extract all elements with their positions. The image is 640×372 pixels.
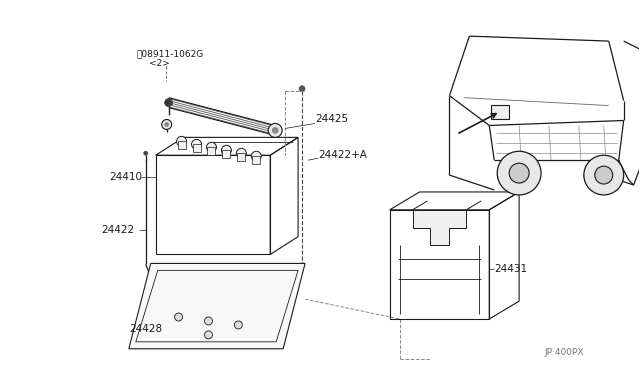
Circle shape [497,151,541,195]
Circle shape [252,151,261,161]
Circle shape [144,151,148,155]
Bar [492,105,509,119]
Bar [223,150,230,158]
Bar [237,153,245,161]
Bar [252,156,260,164]
Circle shape [584,155,623,195]
Text: 24410: 24410 [109,172,142,182]
Circle shape [272,128,278,134]
Bar [178,141,186,149]
Text: JP·400PX: JP·400PX [544,348,584,357]
Circle shape [221,145,232,155]
Text: 24428: 24428 [129,324,162,334]
Text: 24431: 24431 [494,264,527,275]
Circle shape [164,99,173,107]
Circle shape [595,166,612,184]
Circle shape [268,124,282,137]
Bar [193,144,200,152]
Circle shape [509,163,529,183]
Circle shape [175,313,182,321]
Circle shape [162,119,172,129]
Circle shape [207,142,216,152]
Circle shape [299,86,305,92]
Text: <2>: <2> [148,59,170,68]
Circle shape [177,137,187,146]
Circle shape [164,122,169,126]
Circle shape [205,331,212,339]
Text: 24425: 24425 [315,113,348,124]
Text: 24422+A: 24422+A [318,150,367,160]
Circle shape [236,148,246,158]
Circle shape [191,140,202,149]
Text: 24422: 24422 [101,225,134,235]
Bar [207,147,216,155]
Polygon shape [413,210,467,244]
Text: ⓝ08911-1062G: ⓝ08911-1062G [137,49,204,58]
Polygon shape [129,263,305,349]
Circle shape [234,321,243,329]
Circle shape [205,317,212,325]
